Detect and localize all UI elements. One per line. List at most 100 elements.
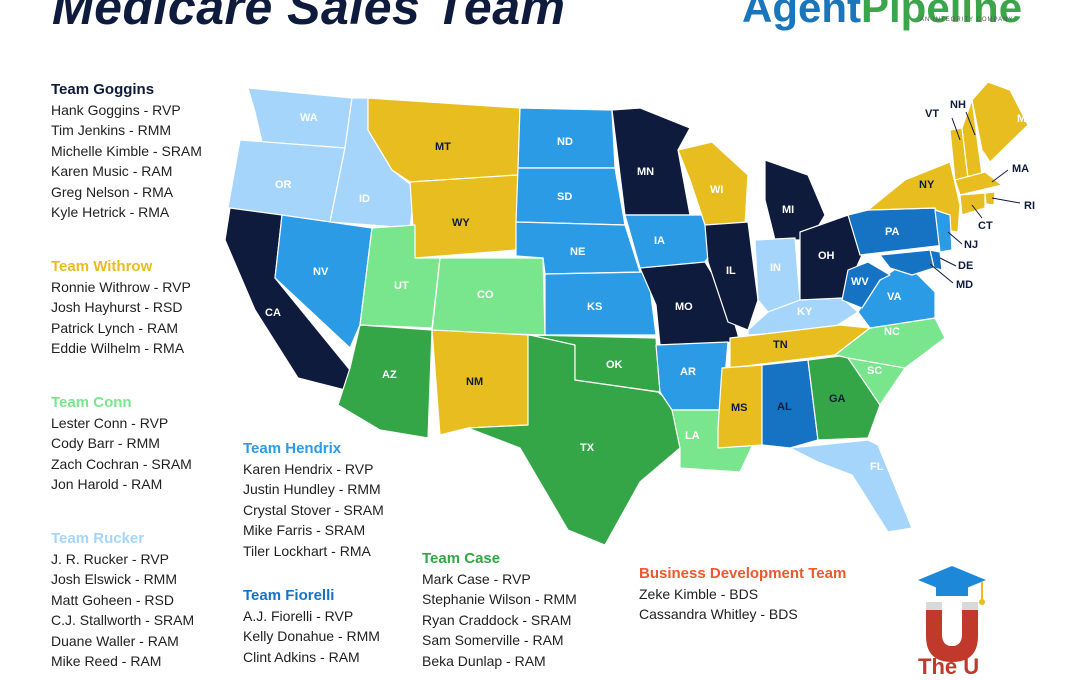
team-member: Eddie Wilhelm - RMA — [51, 340, 185, 357]
team-member: Duane Waller - RAM — [51, 632, 179, 649]
team-member: Michelle Kimble - SRAM — [51, 142, 202, 159]
state-label: TN — [773, 339, 788, 351]
team-member: C.J. Stallworth - SRAM — [51, 612, 195, 629]
team-member: Jon Harold - RAM — [51, 476, 163, 493]
team-member: Patrick Lynch - RAM — [51, 319, 179, 336]
state-label: MO — [675, 301, 693, 313]
state-FL — [789, 439, 913, 533]
state-label: MT — [435, 141, 451, 153]
team-member: Kyle Hetrick - RMA — [51, 204, 170, 221]
the-u-magnet-icon — [918, 566, 986, 662]
state-label: LA — [685, 430, 700, 442]
state-MS — [717, 364, 763, 449]
team-member: Cody Barr - RMM — [51, 435, 160, 452]
state-label: SC — [867, 365, 882, 377]
team-member: Matt Goheen - RSD — [51, 591, 174, 608]
team-member: Mike Reed - RAM — [51, 653, 162, 670]
state-label: NC — [884, 326, 900, 338]
team-member: Zach Cochran - SRAM — [51, 455, 192, 472]
team-member: Stephanie Wilson - RMM — [422, 591, 577, 608]
team-member: Lester Conn - RVP — [51, 415, 169, 431]
leader-line — [947, 231, 963, 245]
state-label: WV — [851, 276, 869, 288]
team-member: Ryan Craddock - SRAM — [422, 611, 572, 628]
team-member: Josh Elswick - RMM — [51, 571, 178, 588]
state-label: IL — [726, 265, 736, 277]
team-name: Team Case — [422, 550, 501, 567]
state-MD — [879, 249, 935, 276]
state-label: NM — [466, 376, 483, 388]
team-name: Team Conn — [51, 394, 132, 411]
team-name: Business Development Team — [639, 565, 847, 582]
logo-tagline: AN INTEGRITY COMPANY — [920, 17, 1014, 23]
page-title: Medicare Sales Team — [52, 0, 566, 35]
state-label: UT — [394, 280, 409, 292]
us-territory-map: WA OR ID MT WY ND SD NE KS MN IA MO WI I… — [224, 81, 1035, 546]
team-member: Ronnie Withrow - RVP — [51, 279, 191, 295]
state-label: AL — [777, 401, 792, 413]
state-label: RI — [1024, 200, 1035, 212]
team-name: Team Withrow — [51, 258, 153, 275]
state-label: FL — [870, 461, 884, 473]
state-label: NY — [919, 179, 935, 191]
team-goggins: Team Goggins Hank Goggins - RVP Tim Jenk… — [51, 81, 202, 222]
team-member: A.J. Fiorelli - RVP — [243, 608, 354, 624]
team-name: Team Fiorelli — [243, 587, 335, 604]
team-name: Team Hendrix — [243, 440, 342, 457]
state-label: IA — [654, 235, 665, 247]
team-member: Karen Music - RAM — [51, 163, 173, 180]
team-member: Sam Somerville - RAM — [422, 632, 564, 649]
state-label: MI — [782, 204, 794, 216]
state-label: KY — [797, 306, 813, 318]
team-member: Justin Hundley - RMM — [243, 481, 381, 498]
state-label: ID — [359, 193, 370, 205]
state-IN — [754, 237, 801, 313]
team-member: Mike Farris - SRAM — [243, 522, 366, 539]
leader-line — [991, 197, 1021, 204]
state-label: PA — [885, 226, 900, 238]
team-member: Crystal Stover - SRAM — [243, 501, 384, 518]
team-member: Tim Jenkins - RMM — [51, 122, 172, 139]
team-name: Team Rucker — [51, 530, 145, 547]
state-label: VA — [887, 291, 902, 303]
team-member: Greg Nelson - RMA — [51, 183, 174, 200]
state-label: KS — [587, 301, 602, 313]
state-label: NE — [570, 246, 585, 258]
state-label: MS — [731, 402, 748, 414]
team-hendrix: Team Hendrix Karen Hendrix - RVP Justin … — [243, 440, 384, 561]
state-label: WA — [300, 112, 318, 124]
state-label: DE — [958, 260, 973, 272]
team-member: Josh Hayhurst - RSD — [51, 299, 183, 316]
state-OK — [529, 334, 661, 393]
team-fiorelli: Team Fiorelli A.J. Fiorelli - RVP Kelly … — [243, 587, 380, 667]
team-business-development: Business Development Team Zeke Kimble - … — [639, 565, 846, 625]
team-member: Beka Dunlap - RAM — [422, 652, 546, 669]
state-label: OH — [818, 250, 835, 262]
team-conn: Team Conn Lester Conn - RVP Cody Barr - … — [51, 394, 192, 495]
state-AL — [761, 359, 819, 449]
state-label: MN — [637, 166, 654, 178]
state-label: GA — [829, 393, 846, 405]
state-label: ME — [1017, 113, 1034, 125]
leader-line — [951, 117, 961, 141]
state-label: MA — [1012, 163, 1029, 175]
team-name: Team Goggins — [51, 81, 155, 98]
team-rucker: Team Rucker J. R. Rucker - RVP Josh Elsw… — [51, 530, 194, 671]
state-CT — [959, 192, 986, 216]
team-case: Team Case Mark Case - RVP Stephanie Wils… — [422, 550, 577, 671]
leader-line — [991, 169, 1009, 183]
state-label: TX — [580, 442, 595, 454]
leader-line — [939, 257, 957, 267]
state-label: OK — [606, 359, 623, 371]
state-NV — [274, 214, 373, 349]
team-member: Cassandra Whitley - BDS — [639, 606, 798, 623]
team-withrow: Team Withrow Ronnie Withrow - RVP Josh H… — [51, 258, 191, 359]
state-label: ND — [557, 136, 573, 148]
leader-line — [971, 204, 983, 219]
team-member: Hank Goggins - RVP — [51, 102, 181, 118]
state-MN — [611, 107, 691, 216]
state-label: VT — [925, 108, 939, 120]
leader-line — [965, 111, 976, 136]
state-label: OR — [275, 179, 292, 191]
state-label: WY — [452, 217, 470, 229]
